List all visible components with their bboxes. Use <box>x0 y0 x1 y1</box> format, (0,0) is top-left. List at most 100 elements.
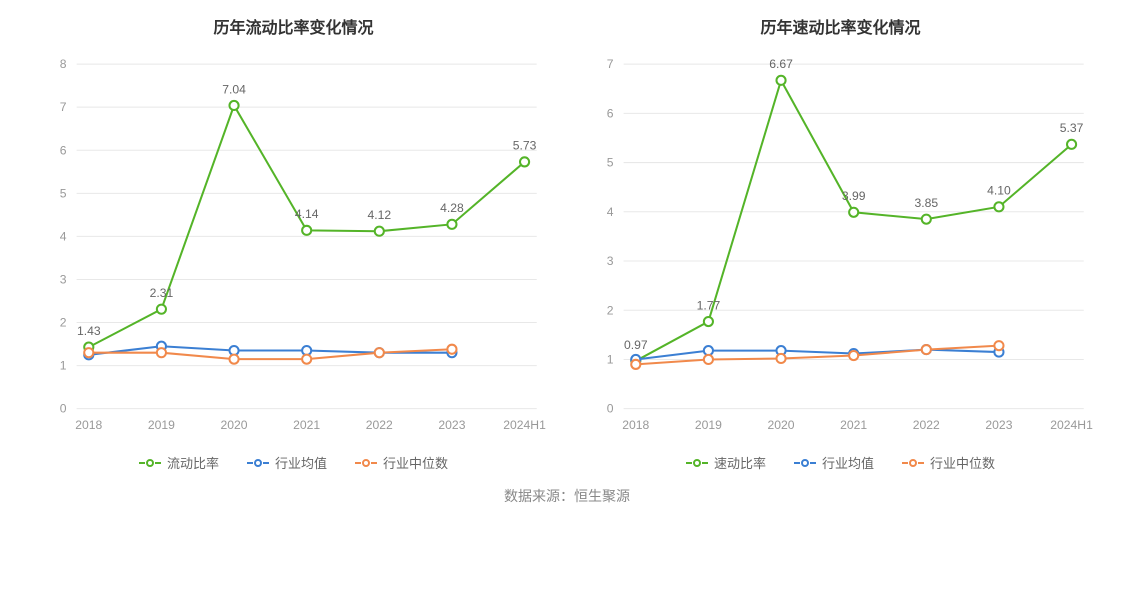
series-point <box>631 360 640 369</box>
series-point <box>922 345 931 354</box>
y-tick-label: 2 <box>60 316 67 330</box>
x-tick-label: 2022 <box>366 418 393 432</box>
y-tick-label: 7 <box>60 100 67 114</box>
point-label: 7.04 <box>222 82 246 96</box>
x-tick-label: 2021 <box>293 418 320 432</box>
legend-label: 行业均值 <box>275 453 327 472</box>
legend-label: 速动比率 <box>714 453 766 472</box>
series-point <box>447 345 456 354</box>
series-point <box>520 157 529 166</box>
y-tick-label: 0 <box>60 402 67 416</box>
point-label: 5.37 <box>1060 121 1084 135</box>
point-label: 4.28 <box>440 201 464 215</box>
legend-item[interactable]: 流动比率 <box>139 453 219 472</box>
x-tick-label: 2019 <box>148 418 175 432</box>
charts-row: 历年流动比率变化情况 0 1 2 3 4 5 6 7 8 2018 2019 2020 2021 2022 2… <box>0 0 1134 472</box>
series-point <box>157 348 166 357</box>
x-tick-label: 2020 <box>768 418 795 432</box>
chart-panel-current-ratio: 历年流动比率变化情况 0 1 2 3 4 5 6 7 8 2018 2019 2020 2021 2022 2… <box>30 10 557 472</box>
y-tick-label: 8 <box>60 57 67 71</box>
series-point <box>849 208 858 217</box>
chart-legend: 速动比率 行业均值 行业中位数 <box>577 453 1104 472</box>
y-tick-label: 6 <box>60 143 67 157</box>
legend-swatch-icon <box>247 457 269 469</box>
x-tick-label: 2018 <box>622 418 649 432</box>
y-tick-label: 4 <box>607 205 614 219</box>
legend-item[interactable]: 行业中位数 <box>902 453 995 472</box>
legend-item[interactable]: 行业均值 <box>794 453 874 472</box>
x-tick-label: 2020 <box>221 418 248 432</box>
x-tick-label: 2021 <box>840 418 867 432</box>
y-tick-label: 5 <box>60 186 67 200</box>
y-tick-label: 2 <box>607 303 614 317</box>
point-label: 4.12 <box>367 208 391 222</box>
y-tick-label: 1 <box>60 359 67 373</box>
legend-label: 行业中位数 <box>383 453 448 472</box>
point-label: 2.31 <box>150 286 174 300</box>
y-tick-label: 6 <box>607 106 614 120</box>
point-label: 0.97 <box>624 338 648 352</box>
chart-svg-quick-ratio: 0 1 2 3 4 5 6 7 2018 2019 2020 2021 2022 2023 2024H1 0.… <box>577 56 1104 441</box>
series-point <box>776 76 785 85</box>
series-point <box>1067 140 1076 149</box>
y-tick-label: 3 <box>607 254 614 268</box>
chart-title: 历年流动比率变化情况 <box>30 14 557 38</box>
series-point <box>229 355 238 364</box>
point-label: 3.99 <box>842 189 866 203</box>
series-point <box>157 305 166 314</box>
series-point <box>447 220 456 229</box>
x-tick-label: 2024H1 <box>1050 418 1093 432</box>
chart-svg-current-ratio: 0 1 2 3 4 5 6 7 8 2018 2019 2020 2021 2022 2023 2024H1 1… <box>30 56 557 441</box>
data-source-footer: 数据来源：恒生聚源 <box>0 486 1134 506</box>
series-point <box>704 355 713 364</box>
legend-swatch-icon <box>355 457 377 469</box>
series-point <box>302 226 311 235</box>
point-label: 4.10 <box>987 184 1011 198</box>
legend-item[interactable]: 行业中位数 <box>355 453 448 472</box>
point-label: 1.77 <box>697 298 721 312</box>
chart-title: 历年速动比率变化情况 <box>577 14 1104 38</box>
x-tick-label: 2022 <box>913 418 940 432</box>
x-tick-label: 2019 <box>695 418 722 432</box>
legend-swatch-icon <box>794 457 816 469</box>
y-tick-label: 5 <box>607 156 614 170</box>
legend-label: 行业中位数 <box>930 453 995 472</box>
series-point <box>375 227 384 236</box>
y-tick-label: 1 <box>607 353 614 367</box>
legend-swatch-icon <box>686 457 708 469</box>
point-label: 5.73 <box>513 139 537 153</box>
x-tick-label: 2023 <box>985 418 1012 432</box>
y-tick-label: 7 <box>607 57 614 71</box>
y-tick-label: 4 <box>60 229 67 243</box>
y-tick-label: 0 <box>607 402 614 416</box>
point-label: 3.85 <box>914 196 938 210</box>
legend-swatch-icon <box>139 457 161 469</box>
series-point <box>375 348 384 357</box>
series-point <box>994 341 1003 350</box>
legend-label: 行业均值 <box>822 453 874 472</box>
series-point <box>302 355 311 364</box>
y-tick-label: 3 <box>60 273 67 287</box>
legend-label: 流动比率 <box>167 453 219 472</box>
series-point <box>776 354 785 363</box>
point-label: 4.14 <box>295 207 319 221</box>
series-point <box>84 348 93 357</box>
legend-item[interactable]: 行业均值 <box>247 453 327 472</box>
series-point <box>229 101 238 110</box>
series-point <box>994 202 1003 211</box>
legend-item[interactable]: 速动比率 <box>686 453 766 472</box>
x-tick-label: 2023 <box>438 418 465 432</box>
chart-legend: 流动比率 行业均值 行业中位数 <box>30 453 557 472</box>
point-label: 1.43 <box>77 324 101 338</box>
series-line <box>636 80 1072 361</box>
series-point <box>849 351 858 360</box>
legend-swatch-icon <box>902 457 924 469</box>
series-point <box>704 317 713 326</box>
point-label: 6.67 <box>769 57 793 71</box>
series-point <box>704 346 713 355</box>
series-point <box>922 215 931 224</box>
chart-panel-quick-ratio: 历年速动比率变化情况 0 1 2 3 4 5 6 7 2018 2019 2020 2021 2022 20… <box>577 10 1104 472</box>
x-tick-label: 2024H1 <box>503 418 546 432</box>
series-line <box>636 346 999 365</box>
x-tick-label: 2018 <box>75 418 102 432</box>
